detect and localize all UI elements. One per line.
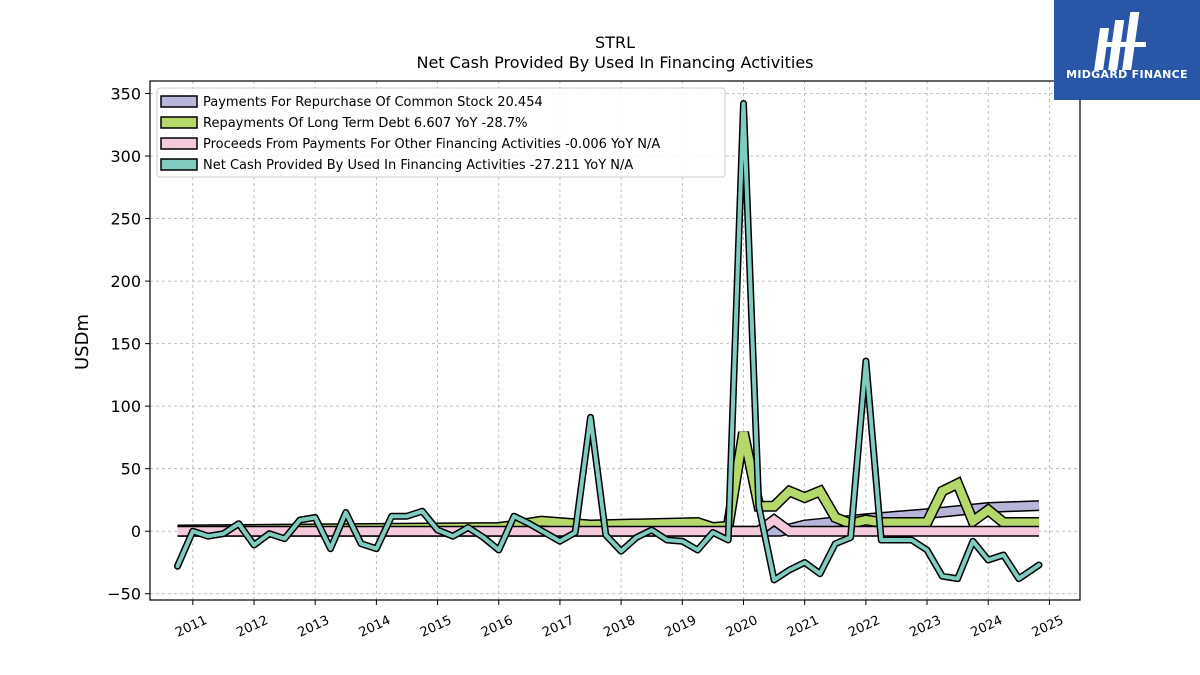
legend-label: Proceeds From Payments For Other Financi…: [203, 137, 660, 152]
x-tick-label: 2020: [724, 613, 760, 641]
legend: Payments For Repurchase Of Common Stock …: [156, 87, 726, 178]
y-axis: −50 0 50 100 150 200 250 300 350: [107, 85, 150, 604]
legend-swatch: [160, 95, 198, 108]
legend-label: Payments For Repurchase Of Common Stock …: [203, 95, 543, 110]
plot-frame: [149, 80, 1081, 601]
y-tick-label: 200: [110, 272, 141, 291]
series-layer: [174, 100, 1043, 584]
series-4: [174, 100, 1043, 584]
x-tick-label: 2016: [479, 613, 515, 641]
y-tick-label: 300: [110, 147, 141, 166]
x-tick-label: 2018: [601, 613, 637, 641]
legend-swatch: [160, 137, 198, 150]
y-tick-label: 100: [110, 397, 141, 416]
series-line: [175, 101, 1041, 582]
y-tick-label: 250: [110, 210, 141, 229]
series-3: [177, 513, 1039, 537]
series-2: [177, 431, 1039, 536]
x-tick-label: 2024: [969, 613, 1005, 641]
x-tick-label: 2012: [234, 613, 270, 641]
y-tick-label: 50: [121, 460, 141, 479]
series-line: [177, 431, 1039, 534]
legend-box: [156, 87, 726, 178]
x-tick-label: 2023: [907, 613, 943, 641]
legend-label: Repayments Of Long Term Debt 6.607 YoY -…: [203, 116, 528, 131]
logo-mark-icon: [1094, 12, 1146, 70]
legend-label: Net Cash Provided By Used In Financing A…: [203, 158, 633, 173]
chart-title: STRL: [595, 33, 635, 52]
y-tick-label: −50: [107, 585, 141, 604]
x-tick-label: 2025: [1030, 613, 1066, 641]
x-tick-label: 2021: [785, 613, 821, 641]
y-tick-label: 350: [110, 85, 141, 104]
x-tick-label: 2019: [663, 613, 699, 641]
x-tick-label: 2022: [846, 613, 882, 641]
x-tick-label: 2017: [540, 613, 576, 641]
chart-subtitle: Net Cash Provided By Used In Financing A…: [416, 53, 813, 72]
brand-logo: MIDGARD FINANCE: [1054, 0, 1200, 100]
x-tick-label: 2013: [296, 613, 332, 641]
legend-swatch: [160, 158, 198, 171]
x-tick-label: 2011: [173, 613, 209, 641]
x-tick-label: 2014: [357, 613, 393, 641]
series-line: [177, 515, 1039, 536]
y-axis-label: USDm: [72, 314, 93, 370]
y-tick-label: 150: [110, 335, 141, 354]
x-tick-label: 2015: [418, 613, 454, 641]
x-axis: 2011 2012 2013 2014 2015 2016 2017 2018 2019 2020…: [173, 600, 1066, 641]
legend-swatch: [160, 116, 198, 129]
brand-name: MIDGARD FINANCE: [1066, 68, 1188, 81]
y-tick-label: 0: [131, 522, 141, 541]
